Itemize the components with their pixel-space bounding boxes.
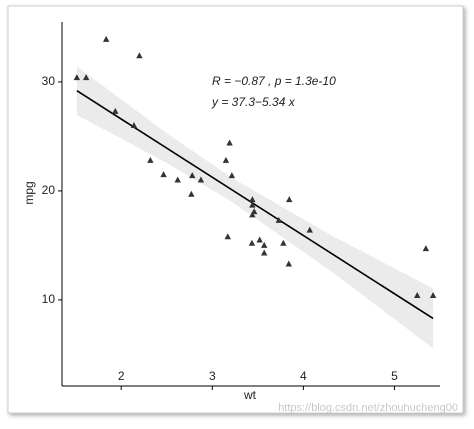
panel-frame [7, 5, 464, 414]
fit-line [76, 89, 434, 320]
point [222, 156, 230, 163]
point [256, 236, 263, 243]
y-tick-label: 30 [42, 74, 56, 88]
point [275, 216, 282, 223]
point [249, 196, 256, 203]
x-tick-label: 3 [209, 369, 216, 383]
point [130, 122, 138, 129]
x-tick-label: 4 [300, 369, 307, 383]
point [248, 239, 256, 246]
point [228, 172, 236, 179]
x-tick-label: 5 [391, 369, 398, 383]
point [429, 292, 437, 299]
point [280, 239, 287, 246]
point [285, 260, 292, 267]
point [112, 107, 119, 114]
y-axis-label: mpg [22, 181, 36, 204]
point [188, 190, 195, 197]
point [261, 241, 268, 248]
point [82, 74, 90, 81]
annotation: y = 37.3−5.34 x [211, 95, 296, 109]
y-tick-label: 10 [42, 292, 56, 306]
point [174, 176, 181, 183]
annotation: R = −0.87 , p = 1.3e-10 [212, 74, 336, 88]
point [249, 211, 256, 218]
point [160, 171, 167, 178]
point [224, 233, 231, 240]
point [136, 52, 143, 59]
y-tick-label: 20 [42, 183, 56, 197]
point [147, 156, 154, 163]
point [414, 292, 421, 299]
point [73, 74, 81, 81]
point [422, 245, 430, 252]
point [261, 249, 268, 256]
point [197, 176, 205, 183]
watermark: https://blog.csdn.net/zhouhucheng00 [278, 402, 458, 414]
point [102, 35, 110, 42]
point [226, 139, 233, 146]
point [286, 196, 293, 203]
point [306, 226, 313, 233]
x-tick-label: 2 [118, 369, 125, 383]
point [249, 201, 256, 208]
point [189, 172, 196, 179]
x-axis-label: wt [243, 388, 257, 402]
